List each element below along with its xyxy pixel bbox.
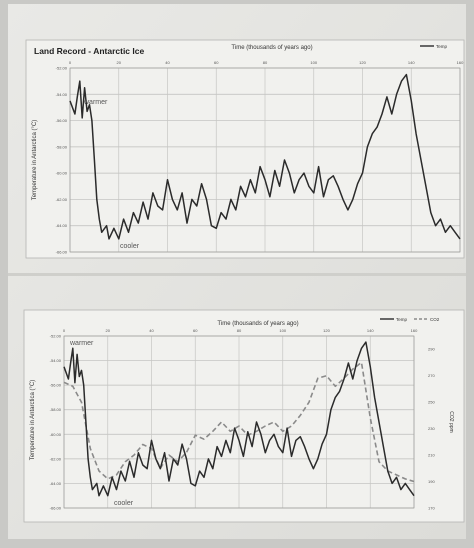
y-tick-label: -58.00	[56, 144, 68, 149]
chart-temp-co2: Time (thousands of years ago) Temperature…	[23, 309, 465, 523]
y-tick-label: -60.00	[50, 432, 62, 437]
series-line-temp	[69, 73, 461, 240]
annotation-warmer: warmer	[69, 340, 94, 347]
y-tick-label: -58.00	[50, 407, 62, 412]
x-axis-label: Time (thousands of years ago)	[217, 321, 298, 327]
series-line-temp	[63, 341, 415, 497]
chart-title: Land Record - Antarctic Ice	[34, 46, 144, 56]
plot-area-border	[69, 67, 461, 253]
y2-axis-label: CO2 ppm	[448, 411, 454, 432]
x-axis-label: Time (thousands of years ago)	[231, 45, 312, 51]
y-tick-label: -52.00	[56, 66, 68, 71]
series-line-co2	[63, 361, 415, 483]
y2-tick-label: 270	[428, 373, 435, 378]
y2-tick-label: 230	[428, 426, 435, 431]
x-tick-label: 160	[457, 60, 464, 65]
x-tick-label: 20	[117, 60, 122, 65]
y-axis-label: Temperature in Antarctica (°C)	[30, 380, 36, 460]
x-tick-label: 20	[106, 328, 111, 333]
y-tick-label: -62.00	[50, 456, 62, 461]
paper-fold-shadow	[8, 273, 466, 276]
y2-tick-label: 190	[428, 479, 435, 484]
x-tick-label: 120	[323, 328, 330, 333]
y-tick-label: -66.00	[56, 250, 68, 255]
y-tick-label: -54.00	[50, 358, 62, 363]
legend-label-temp: Temp	[436, 44, 448, 49]
y-tick-label: -56.00	[50, 383, 62, 388]
y-tick-label: -62.00	[56, 197, 68, 202]
chart-frame	[25, 39, 465, 259]
y-tick-label: -64.00	[56, 223, 68, 228]
x-tick-label: 80	[237, 328, 242, 333]
x-tick-label: 100	[310, 60, 317, 65]
legend-label-temp: Temp	[396, 317, 408, 322]
x-tick-label: 160	[411, 328, 418, 333]
legend-label-co2: CO2	[430, 317, 440, 322]
y-tick-label: -56.00	[56, 118, 68, 123]
x-tick-label: 100	[279, 328, 286, 333]
annotation-warmer: warmer	[83, 99, 108, 106]
x-tick-label: 40	[149, 328, 154, 333]
x-tick-label: 80	[263, 60, 268, 65]
chart-land-record: Land Record - Antarctic Ice Time (thousan…	[25, 39, 465, 259]
plot-area-border	[63, 335, 415, 509]
x-tick-label: 140	[367, 328, 374, 333]
y-tick-label: -60.00	[56, 171, 68, 176]
y-tick-label: -52.00	[50, 334, 62, 339]
y-tick-label: -64.00	[50, 481, 62, 486]
annotation-cooler: cooler	[114, 500, 134, 507]
annotation-cooler: cooler	[120, 243, 140, 250]
y-tick-label: -66.00	[50, 506, 62, 511]
y2-tick-label: 210	[428, 453, 435, 458]
x-tick-label: 60	[193, 328, 198, 333]
y2-tick-label: 290	[428, 347, 435, 352]
y-tick-label: -54.00	[56, 92, 68, 97]
x-tick-label: 0	[69, 60, 72, 65]
x-tick-label: 60	[214, 60, 219, 65]
x-tick-label: 120	[359, 60, 366, 65]
x-tick-label: 140	[408, 60, 415, 65]
y2-tick-label: 250	[428, 400, 435, 405]
x-tick-label: 0	[63, 328, 66, 333]
x-tick-label: 40	[165, 60, 170, 65]
y-axis-label: Temperature in Antarctica (°C)	[32, 120, 38, 200]
y2-tick-label: 170	[428, 506, 435, 511]
